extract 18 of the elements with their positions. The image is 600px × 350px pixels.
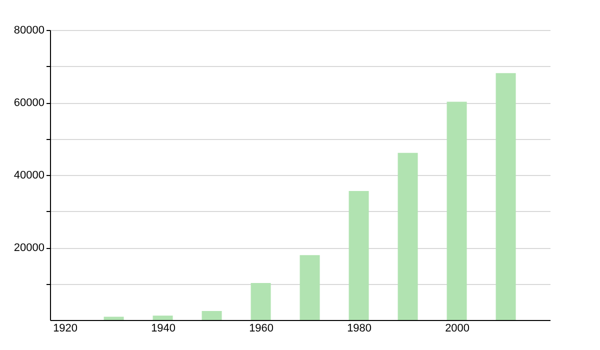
x-tick-label: 1940 (151, 322, 176, 334)
x-tick-label: 2000 (445, 322, 470, 334)
bar (202, 310, 222, 320)
bar (250, 283, 271, 320)
y-tick-label: 20000 (14, 242, 44, 254)
x-tick-label: 1980 (347, 322, 372, 334)
y-tick-label: 60000 (14, 97, 44, 109)
y-tick-label: 80000 (14, 24, 44, 36)
bar (398, 152, 418, 320)
bar (300, 255, 320, 320)
bar (496, 73, 516, 320)
bar (446, 102, 467, 320)
bar (104, 316, 124, 320)
x-tick-label: 1960 (249, 322, 274, 334)
x-tick-label: 1920 (53, 322, 78, 334)
bar (152, 316, 173, 320)
y-tick-label: 40000 (14, 170, 44, 182)
bar (348, 190, 369, 320)
